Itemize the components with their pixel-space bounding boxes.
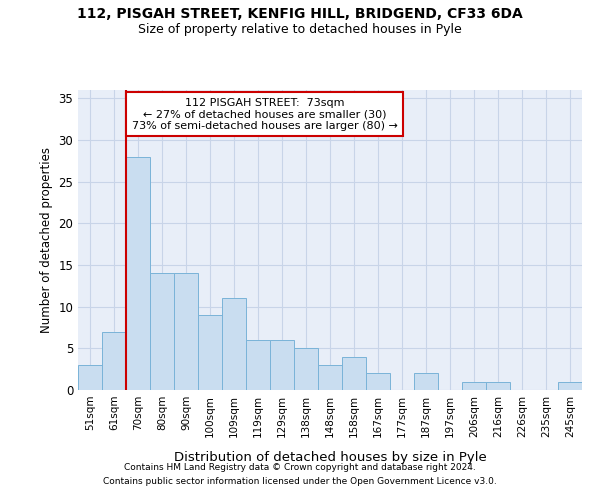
Bar [414, 374, 438, 390]
Bar [150, 274, 174, 390]
Text: 112, PISGAH STREET, KENFIG HILL, BRIDGEND, CF33 6DA: 112, PISGAH STREET, KENFIG HILL, BRIDGEN… [77, 8, 523, 22]
Bar [294, 348, 318, 390]
Bar [102, 332, 126, 390]
Bar [270, 340, 294, 390]
Bar [174, 274, 198, 390]
Bar [558, 382, 582, 390]
Text: 112 PISGAH STREET:  73sqm
← 27% of detached houses are smaller (30)
73% of semi-: 112 PISGAH STREET: 73sqm ← 27% of detach… [131, 98, 397, 130]
Bar [198, 315, 222, 390]
Bar [78, 365, 102, 390]
Bar [486, 382, 510, 390]
Bar [462, 382, 486, 390]
Text: Contains public sector information licensed under the Open Government Licence v3: Contains public sector information licen… [103, 478, 497, 486]
Bar [222, 298, 246, 390]
Bar [246, 340, 270, 390]
X-axis label: Distribution of detached houses by size in Pyle: Distribution of detached houses by size … [173, 451, 487, 464]
Bar [366, 374, 390, 390]
Bar [318, 365, 342, 390]
Text: Size of property relative to detached houses in Pyle: Size of property relative to detached ho… [138, 22, 462, 36]
Y-axis label: Number of detached properties: Number of detached properties [40, 147, 53, 333]
Bar [342, 356, 366, 390]
Text: Contains HM Land Registry data © Crown copyright and database right 2024.: Contains HM Land Registry data © Crown c… [124, 462, 476, 471]
Bar [126, 156, 150, 390]
